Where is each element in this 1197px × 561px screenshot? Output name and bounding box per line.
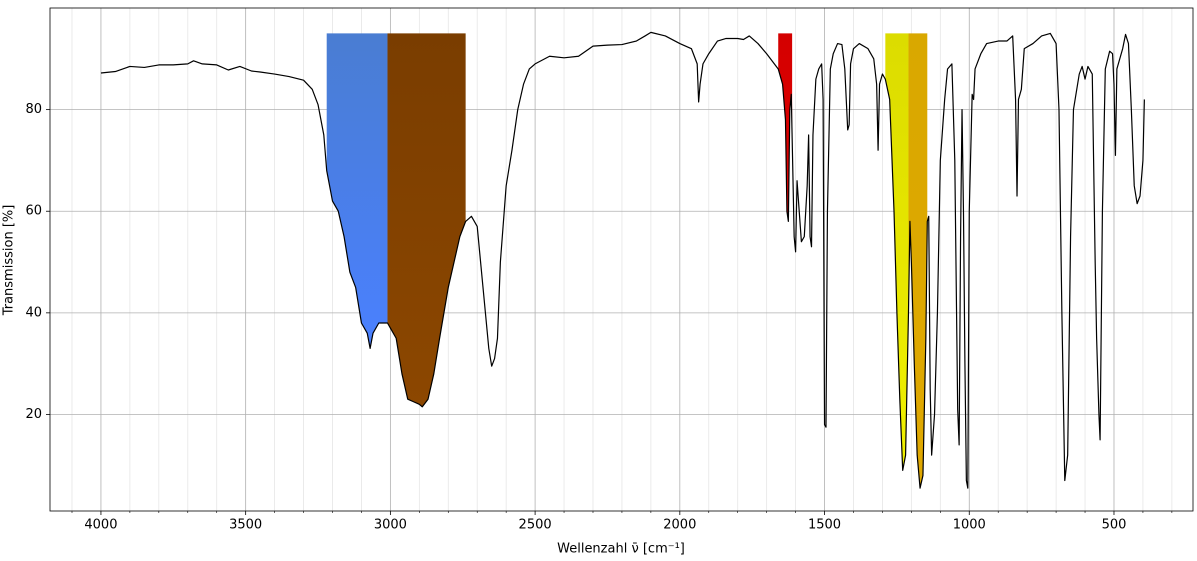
y-tick-label: 60 [25, 204, 42, 219]
x-tick-label: 500 [1102, 518, 1127, 533]
y-axis-label: Transmission [%] [2, 205, 17, 317]
spectrum-line [100, 31, 1145, 489]
y-tick-label: 20 [25, 407, 42, 422]
band [885, 33, 909, 471]
band [387, 33, 466, 407]
band [326, 33, 388, 349]
x-tick-label: 1500 [808, 518, 841, 533]
band [908, 33, 928, 489]
x-tick-label: 3000 [374, 518, 407, 533]
x-axis-label: Wellenzahl ν̄ [cm⁻¹] [557, 542, 685, 557]
plot-frame [49, 7, 1194, 512]
x-tick-label: 2500 [519, 518, 552, 533]
y-tick-label: 80 [25, 102, 42, 117]
x-tick-label: 3500 [229, 518, 262, 533]
x-tick-label: 4000 [84, 518, 117, 533]
x-tick-label: 2000 [663, 518, 696, 533]
y-tick-label: 40 [25, 305, 42, 320]
x-tick-label: 1000 [953, 518, 986, 533]
